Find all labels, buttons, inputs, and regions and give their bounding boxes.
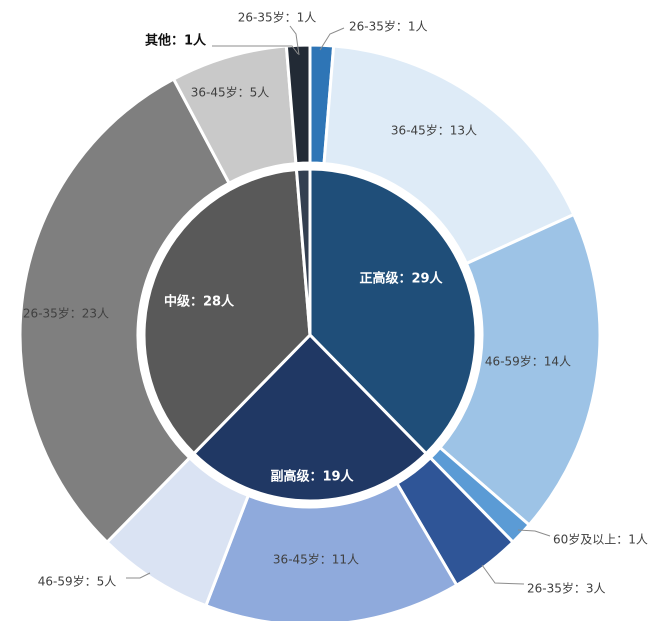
outer-label-10: 26-35岁：1人 bbox=[238, 10, 317, 25]
outer-label-2: 36-45岁：13人 bbox=[391, 123, 477, 138]
outer-label-5: 26-35岁：3人 bbox=[527, 581, 606, 596]
outer-label-1: 26-35岁：1人 bbox=[349, 19, 428, 34]
inner-label-3: 中级：28人 bbox=[164, 294, 235, 310]
outer-label-4-leader bbox=[517, 529, 551, 537]
leader-lines bbox=[126, 25, 551, 585]
outer-label-7: 46-59岁：5人 bbox=[38, 574, 117, 589]
outer-label-7-leader bbox=[126, 572, 151, 579]
inner-label-4-leader bbox=[212, 45, 299, 55]
outer-ring bbox=[18, 43, 602, 621]
outer-label-8: 26-35岁：23人 bbox=[23, 306, 109, 321]
outer-slice-3 bbox=[437, 212, 602, 528]
outer-slice-8 bbox=[18, 77, 232, 545]
outer-slice-10 bbox=[284, 43, 312, 166]
outer-label-3: 46-59岁：14人 bbox=[485, 354, 571, 369]
inner-slice-4 bbox=[294, 167, 312, 336]
outer-label-9: 36-45岁：5人 bbox=[191, 85, 270, 100]
outer-label-5-leader bbox=[481, 564, 525, 585]
outer-label-4: 60岁及以上：1人 bbox=[553, 532, 648, 547]
outer-label-1-leader bbox=[319, 27, 345, 51]
inner-slice-1 bbox=[308, 167, 478, 456]
outer-label-10-leader bbox=[289, 25, 300, 56]
outer-slice-2 bbox=[322, 44, 576, 266]
inner-slice-2 bbox=[191, 332, 429, 503]
inner-label-2: 副高级：19人 bbox=[270, 469, 354, 485]
inner-slice-3 bbox=[142, 167, 312, 456]
inner-label-4: 其他：1人 bbox=[145, 33, 207, 49]
outer-label-6: 36-45岁：11人 bbox=[273, 552, 359, 567]
inner-ring bbox=[142, 167, 478, 503]
inner-label-1: 正高级：29人 bbox=[359, 271, 443, 287]
